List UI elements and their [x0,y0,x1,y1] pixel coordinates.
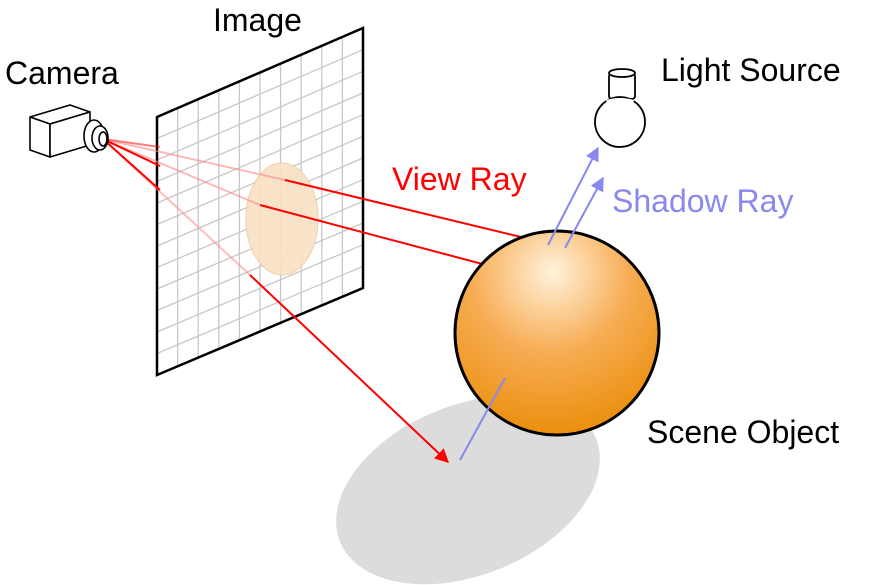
image-plane [155,26,365,377]
shadow-ray-upper-2 [564,176,604,249]
projected-sphere-on-image [245,162,319,276]
shadow-ray-upper [547,146,599,246]
view-ray-label: View Ray [392,161,527,197]
image-grid-line [156,222,364,312]
view-ray-middle-faint [102,138,261,206]
shadow-ray-label: Shadow Ray [612,183,793,219]
image-label: Image [213,2,302,38]
view-rays [102,138,552,463]
view-ray-top [284,179,552,248]
camera-icon [29,104,109,158]
scene-object-label: Scene Object [647,414,839,450]
view-ray-bottom [249,274,450,463]
camera-label: Camera [5,55,119,91]
image-grid-line [156,92,364,183]
image-grid-line [156,265,364,355]
light-source-label: Light Source [661,52,841,88]
view-ray-top-faint [102,138,286,181]
shadow-ray-lower [459,377,506,461]
shadow-rays [459,146,604,461]
view-ray-faint-mid [102,138,161,148]
image-grid-line [156,114,364,204]
view-ray-middle [259,204,507,274]
image-grid-line [156,244,364,333]
light-bulb-icon [594,68,646,148]
sphere-floor-shadow [336,395,600,585]
image-grid-line [156,49,364,140]
scene-object-sphere [453,229,661,437]
image-grid-line [156,70,364,161]
